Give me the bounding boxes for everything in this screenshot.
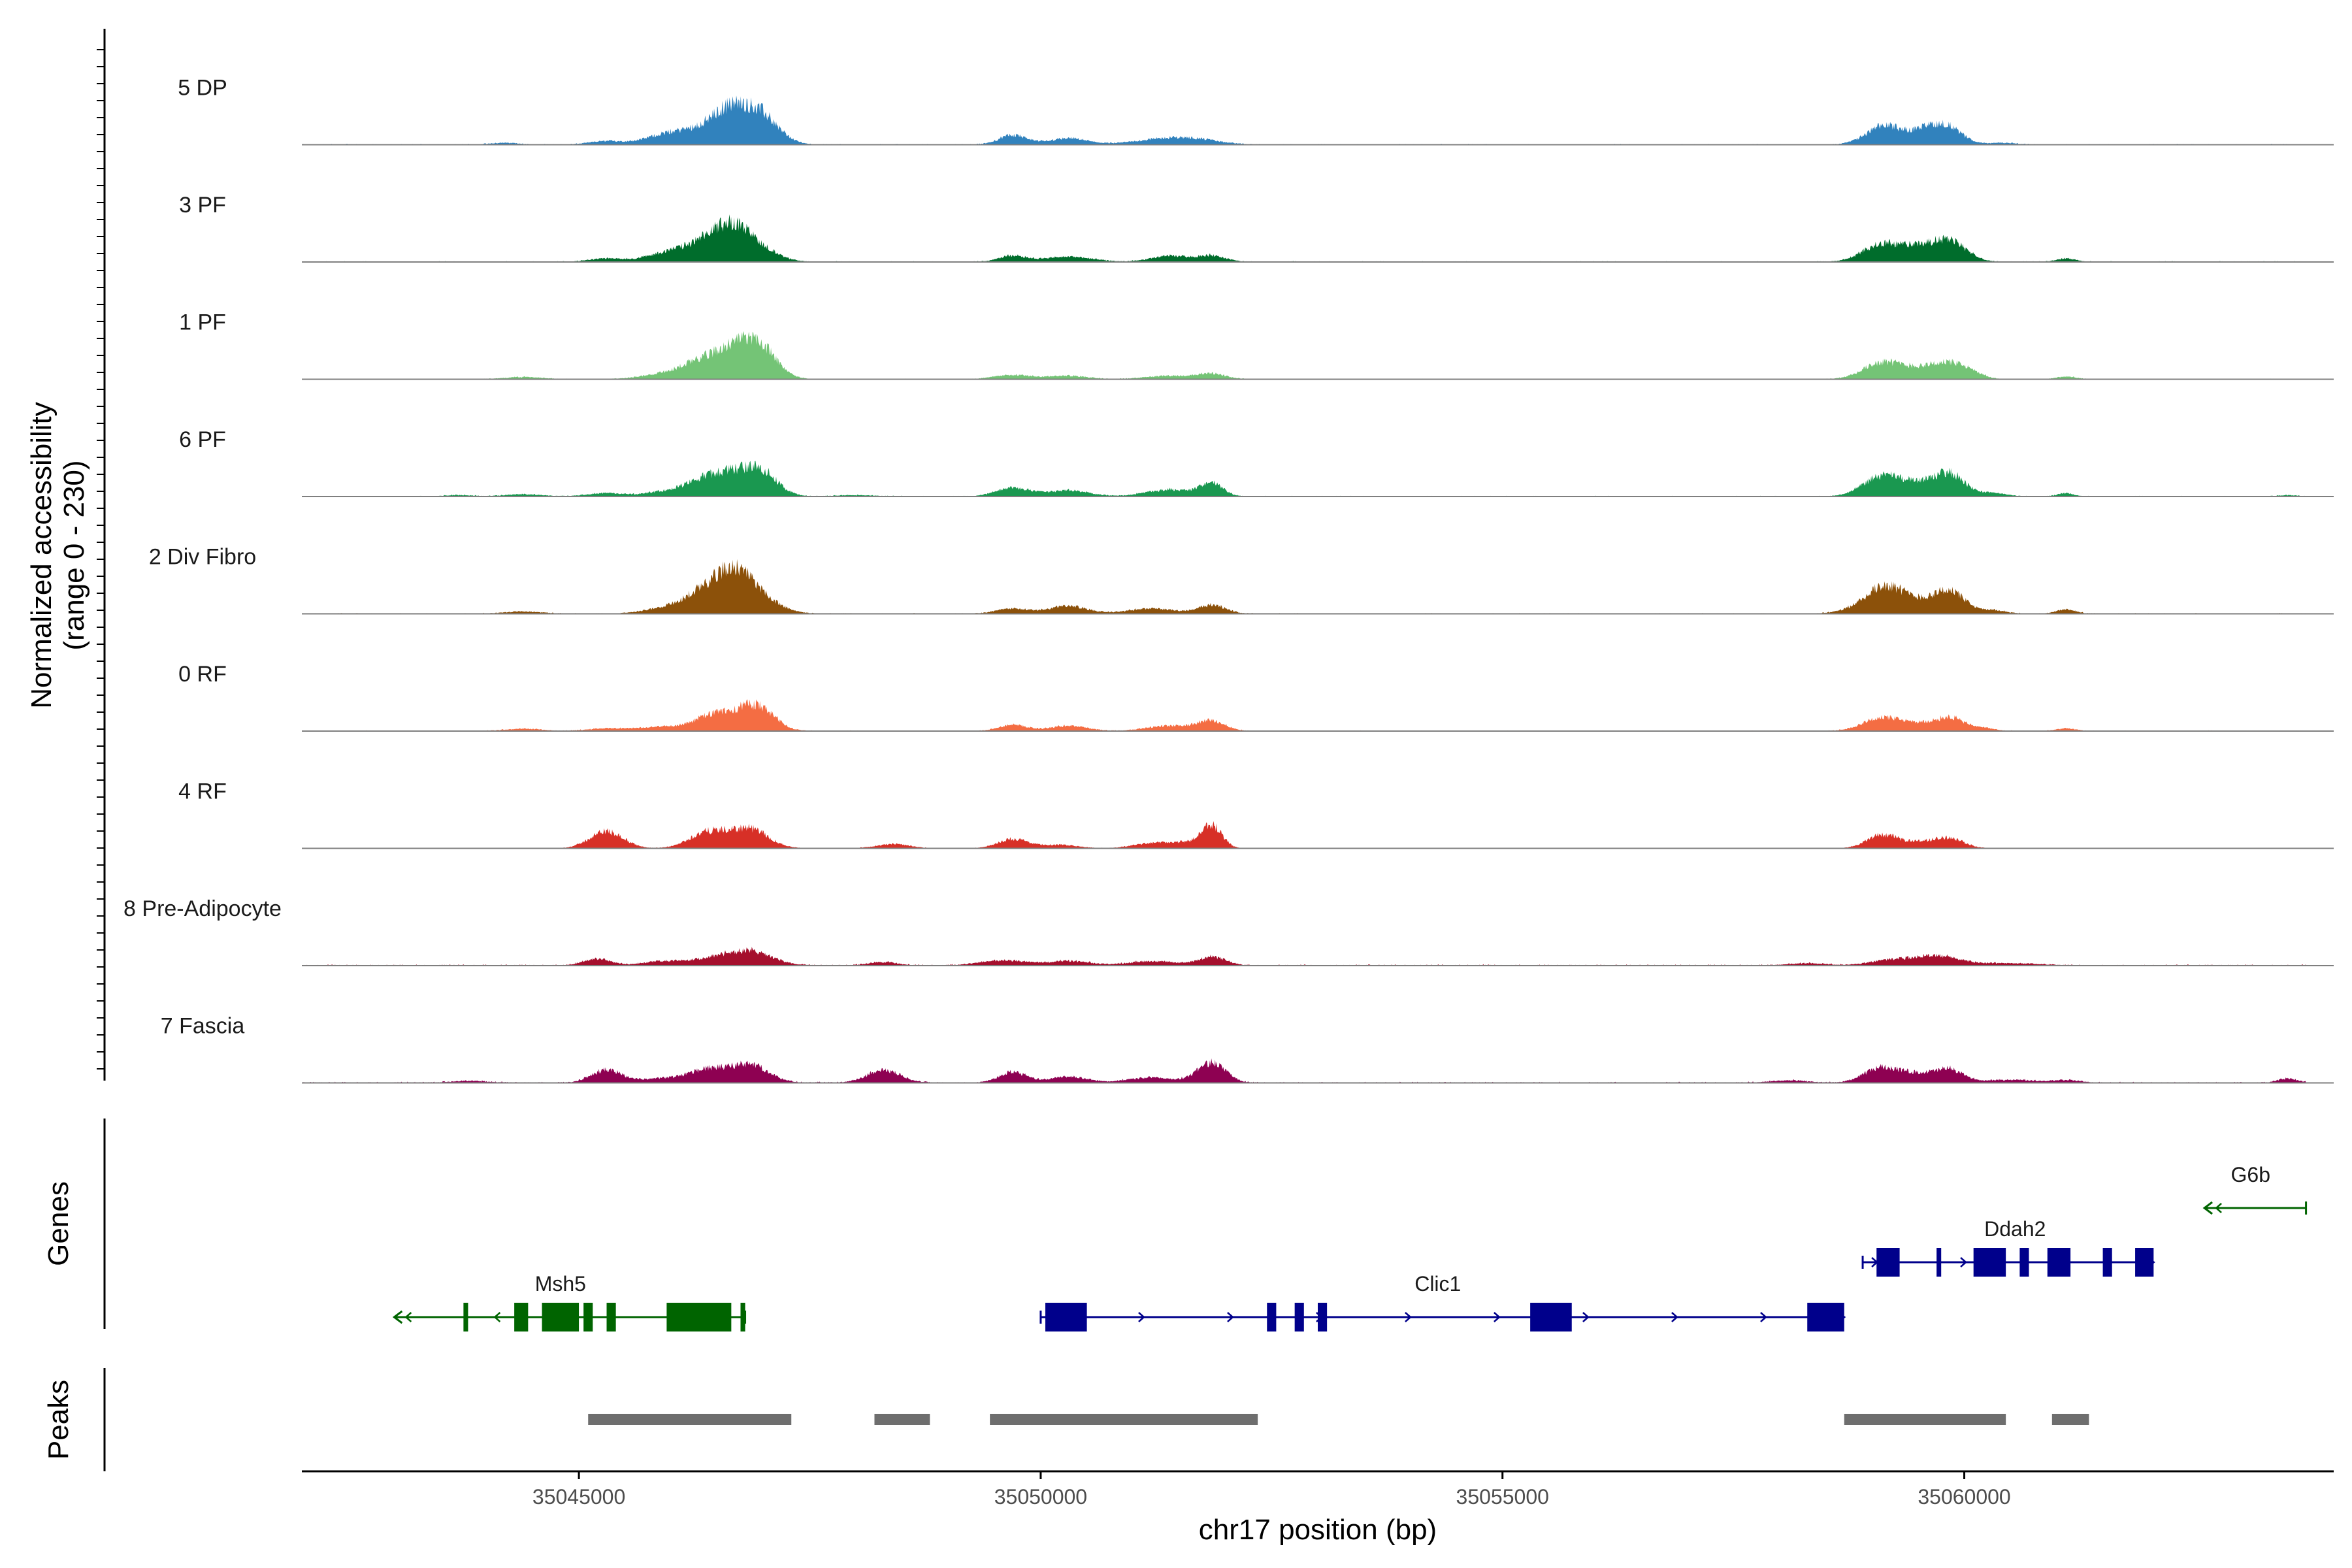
strand-arrow (1405, 1312, 1412, 1322)
coverage-area (302, 821, 2306, 849)
coverage-tracks: 5 DP 3 PF 1 PF 6 PF 2 Div Fibro 0 RF 4 RF 8 Pre… (123, 76, 2334, 1084)
gene-exon (1876, 1248, 1900, 1277)
coverage-track: 2 Div Fibro (149, 545, 2334, 615)
gene-exon (1318, 1303, 1328, 1331)
track-label: 7 Fascia (161, 1014, 245, 1039)
gene-exon (666, 1303, 732, 1331)
coverage-y-axis-title-line1: Normalized accessibility (25, 402, 57, 708)
gene-end-arrowhead (2202, 1201, 2213, 1215)
strand-arrow (1671, 1312, 1678, 1322)
gene-exon (1936, 1248, 1942, 1277)
coverage-area (302, 699, 2306, 731)
gene-exon (1973, 1248, 2006, 1277)
gene-exon (606, 1303, 616, 1331)
coverage-y-axis-title: Normalized accessibility (range 0 - 230) (25, 402, 90, 708)
strand-arrow (1760, 1312, 1767, 1322)
coverage-track: 0 RF (178, 662, 2334, 732)
peaks-panel-title: Peaks (42, 1380, 74, 1460)
x-axis-ticks: 35045000 35050000 35055000 35060000 (532, 1471, 2011, 1509)
strand-arrow (404, 1312, 412, 1322)
x-tick-label: 35060000 (1918, 1485, 2010, 1509)
gene-annotations: Msh5 Clic1 Ddah2 G6b (392, 1163, 2308, 1331)
strand-arrow (493, 1312, 501, 1322)
gene-exon (1294, 1303, 1304, 1331)
track-label: 8 Pre-Adipocyte (123, 896, 282, 921)
gene-exon (514, 1303, 529, 1331)
coverage-area (302, 1058, 2306, 1083)
strand-arrow (2215, 1203, 2222, 1213)
coverage-track: 4 RF (178, 779, 2334, 849)
track-label: 0 RF (178, 662, 227, 687)
strand-arrow (1138, 1312, 1145, 1322)
gene-model: Ddah2 (1861, 1217, 2155, 1277)
track-label: 1 PF (179, 310, 226, 335)
x-axis-title: chr17 position (bp) (1199, 1514, 1437, 1546)
gene-model: Msh5 (392, 1272, 747, 1331)
coverage-track: 7 Fascia (161, 1014, 2334, 1084)
gene-exon (2047, 1248, 2071, 1277)
gene-exon (583, 1303, 593, 1331)
track-label: 5 DP (178, 76, 227, 101)
gene-label: Ddah2 (1984, 1217, 2046, 1241)
strand-arrow (1960, 1257, 1967, 1267)
peak-region-bar (1844, 1414, 2006, 1425)
strand-arrow (1494, 1312, 1501, 1322)
peak-region-bar (874, 1414, 930, 1425)
track-label: 6 PF (179, 427, 226, 452)
gene-exon (1530, 1303, 1572, 1331)
gene-exon (463, 1303, 468, 1331)
coverage-track: 1 PF (179, 310, 2334, 380)
coverage-track: 3 PF (179, 193, 2334, 263)
coverage-area (302, 214, 2306, 262)
gene-label: Clic1 (1414, 1272, 1461, 1296)
coverage-y-axis (97, 29, 106, 1081)
peak-region-bar (588, 1414, 792, 1425)
gene-label: Msh5 (535, 1272, 586, 1296)
gene-exon (1807, 1303, 1844, 1331)
peak-region-bar (2051, 1414, 2089, 1425)
x-tick-label: 35045000 (532, 1485, 625, 1509)
strand-arrow (1582, 1312, 1590, 1322)
peak-region-bar (990, 1414, 1258, 1425)
coverage-y-axis-title-line2: (range 0 - 230) (58, 460, 90, 650)
gene-model: Clic1 (1039, 1272, 1846, 1331)
coverage-track: 6 PF (179, 427, 2334, 497)
gene-exon (2135, 1248, 2154, 1277)
x-tick-label: 35050000 (994, 1485, 1087, 1509)
coverage-track: 8 Pre-Adipocyte (123, 896, 2334, 966)
track-label: 2 Div Fibro (149, 545, 256, 570)
track-label: 4 RF (178, 779, 227, 804)
track-label: 3 PF (179, 193, 226, 218)
coverage-area (302, 461, 2306, 497)
genes-panel-title: Genes (42, 1181, 74, 1266)
coverage-area (302, 559, 2306, 614)
gene-exon (740, 1303, 745, 1331)
x-tick-label: 35055000 (1456, 1485, 1549, 1509)
gene-exon (2019, 1248, 2029, 1277)
gene-label: G6b (2231, 1163, 2270, 1186)
coverage-area (302, 331, 2306, 380)
strand-arrow (1227, 1312, 1234, 1322)
gene-end-arrowhead (392, 1310, 403, 1324)
gene-exon (1045, 1303, 1087, 1331)
gene-exon (2102, 1248, 2112, 1277)
gene-exon (542, 1303, 580, 1331)
gene-exon (1267, 1303, 1277, 1331)
peak-regions (588, 1414, 2089, 1425)
coverage-track: 5 DP (178, 76, 2334, 146)
gene-model: G6b (2202, 1163, 2308, 1215)
